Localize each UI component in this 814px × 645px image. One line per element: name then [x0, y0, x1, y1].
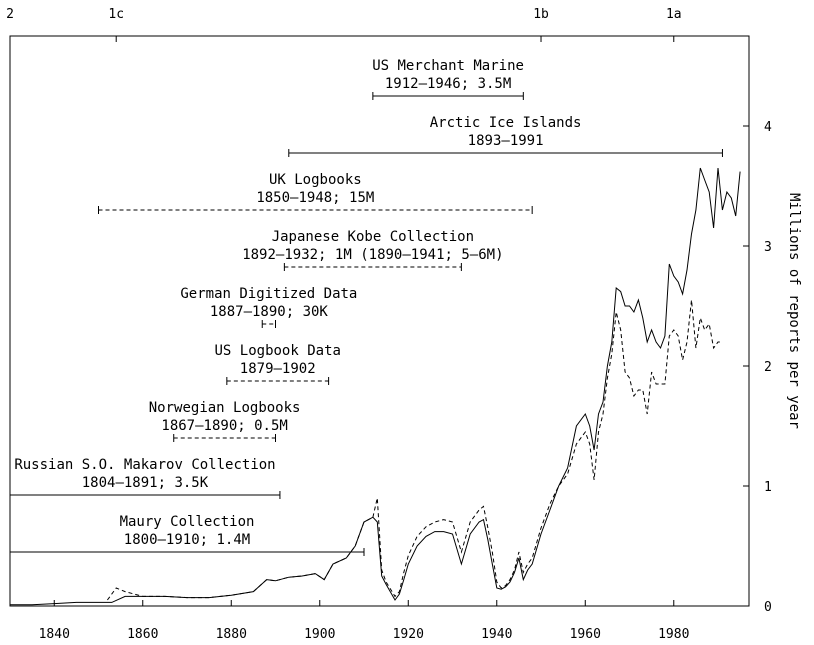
collection-title: Arctic Ice Islands	[430, 115, 582, 131]
collection-range: Norwegian Logbooks 1867–1890; 0.5M	[149, 400, 301, 442]
collection-subtitle: 1912–1946; 3.5M	[385, 76, 511, 92]
top-tick-label: 1c	[108, 7, 124, 22]
y-tick-label: 0	[764, 600, 772, 615]
collection-subtitle: 1850–1948; 15M	[256, 190, 374, 206]
y-axis-label: Millions of reports per year	[786, 193, 802, 429]
y-axis: 0 1 2 3 4	[743, 120, 772, 615]
collections-group: US Merchant Marine 1912–1946; 3.5M Arctic …	[10, 58, 723, 556]
collection-range: Japanese Kobe Collection 1892–1932; 1M (1…	[242, 229, 504, 271]
plot-frame	[9, 35, 750, 607]
collection-subtitle: 1800–1910; 1.4M	[124, 532, 250, 548]
x-tick-label: 1860	[127, 627, 158, 642]
collection-subtitle: 1879–1902	[240, 361, 316, 377]
collection-subtitle: 1804–1891; 3.5K	[82, 475, 209, 491]
collection-title: US Logbook Data	[215, 343, 341, 359]
collection-subtitle: 1893–1991	[468, 133, 544, 149]
x-tick-label: 1880	[216, 627, 247, 642]
collection-range: German Digitized Data 1887–1890; 30K	[180, 286, 357, 328]
collection-subtitle: 1867–1890; 0.5M	[161, 418, 287, 434]
x-tick-label: 1980	[658, 627, 689, 642]
top-tick-label: 1a	[666, 7, 682, 22]
top-axis: 2 1c 1b 1a	[6, 7, 682, 42]
collection-range: Maury Collection 1800–1910; 1.4M	[10, 514, 365, 556]
y-tick-label: 1	[764, 480, 772, 495]
collection-title: UK Logbooks	[269, 172, 362, 188]
y-tick-label: 3	[764, 240, 772, 255]
collection-title: US Merchant Marine	[372, 58, 524, 74]
top-tick-label: 1b	[533, 7, 549, 22]
x-tick-label: 1920	[393, 627, 424, 642]
y-tick-label: 4	[764, 120, 772, 135]
series-group	[10, 167, 741, 606]
y-tick-label: 2	[764, 360, 772, 375]
collection-title: Japanese Kobe Collection	[272, 229, 474, 245]
collection-title: Russian S.O. Makarov Collection	[14, 457, 275, 473]
collection-title: Maury Collection	[120, 514, 255, 530]
collection-title: Norwegian Logbooks	[149, 400, 301, 416]
collection-range: US Logbook Data 1879–1902	[215, 343, 341, 385]
collection-subtitle: 1892–1932; 1M (1890–1941; 5–6M)	[242, 247, 503, 263]
x-tick-label: 1960	[570, 627, 601, 642]
collection-range: UK Logbooks 1850–1948; 15M	[98, 172, 533, 214]
collection-range: Arctic Ice Islands 1893–1991	[288, 115, 723, 157]
series-line-2-dashed	[106, 299, 723, 601]
collection-subtitle: 1887–1890; 30K	[210, 304, 329, 320]
collection-range: Russian S.O. Makarov Collection 1804–1891…	[10, 457, 281, 499]
x-axis: 1840 1860 1880 1900 1920 1940 1960 1980	[39, 600, 689, 642]
collection-range: US Merchant Marine 1912–1946; 3.5M	[372, 58, 524, 100]
x-tick-label: 1940	[481, 627, 512, 642]
collection-title: German Digitized Data	[180, 286, 357, 302]
x-tick-label: 1900	[304, 627, 335, 642]
top-tick-label: 2	[6, 7, 14, 22]
x-tick-label: 1840	[39, 627, 70, 642]
